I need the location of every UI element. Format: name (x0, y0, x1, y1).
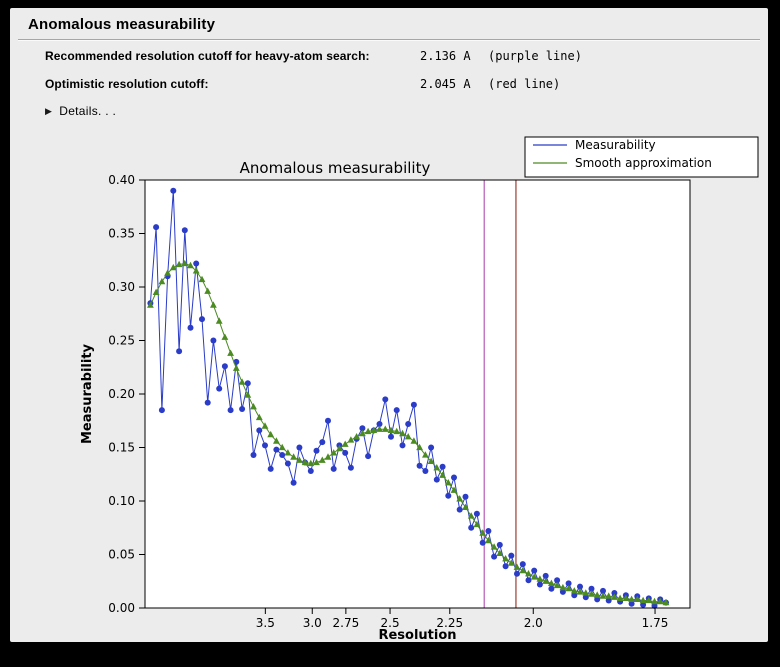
series-smooth-approximation (147, 259, 670, 606)
measurability-chart: 0.000.050.100.150.200.250.300.350.403.5 3… (80, 136, 759, 642)
y-tick-label: 0.25 (108, 334, 135, 348)
y-tick-label: 0.05 (108, 548, 135, 562)
plot-background (145, 180, 690, 608)
x-tick-label: 3.5 (256, 616, 275, 630)
y-tick-label: 0.15 (108, 441, 135, 455)
info-label: Recommended resolution cutoff for heavy-… (45, 49, 370, 63)
y-tick-label: 0.10 (108, 494, 135, 508)
y-axis-ticks: 0.00 0.05 0.10 0.15 0.20 0.25 0.30 0.35 0.40 (108, 173, 145, 615)
x-tick-label: 1.75 (642, 616, 669, 630)
info-note: (purple line) (488, 49, 582, 63)
y-tick-label: 0.40 (108, 173, 135, 187)
details-disclosure[interactable]: ▶ Details. . . (45, 104, 116, 118)
y-tick-label: 0.00 (108, 601, 135, 615)
x-tick-label: 3.0 (303, 616, 322, 630)
y-tick-label: 0.20 (108, 387, 135, 401)
window-panel: Anomalous measurability Recommended reso… (10, 8, 768, 642)
series-measurability (147, 187, 669, 609)
info-value: 2.136 A (420, 49, 471, 63)
x-tick-label: 2.25 (436, 616, 463, 630)
disclosure-triangle-icon: ▶ (45, 106, 53, 116)
chart-legend: Measurability Smooth approximation (524, 136, 759, 178)
header-divider (18, 39, 760, 41)
legend-label-measurability: Measurability (575, 138, 656, 152)
info-row-recommended-cutoff: Recommended resolution cutoff for heavy-… (45, 49, 760, 65)
y-tick-label: 0.35 (108, 227, 135, 241)
y-tick-label: 0.30 (108, 280, 135, 294)
x-tick-label: 2.75 (333, 616, 360, 630)
x-axis-ticks: 3.5 3.0 2.75 2.5 2.25 2.0 1.75 (256, 608, 669, 630)
legend-label-smooth-approximation: Smooth approximation (575, 156, 712, 170)
panel-title: Anomalous measurability (28, 16, 216, 33)
x-tick-label: 2.0 (524, 616, 543, 630)
y-axis-label: Measurability (80, 343, 95, 444)
info-note: (red line) (488, 77, 561, 91)
chart-title: Anomalous measurability (240, 159, 431, 177)
info-value: 2.045 A (420, 77, 471, 91)
details-label: Details. . . (59, 104, 117, 118)
x-tick-label: 2.5 (381, 616, 400, 630)
info-row-optimistic-cutoff: Optimistic resolution cutoff: 2.045 A (r… (45, 77, 760, 93)
info-label: Optimistic resolution cutoff: (45, 77, 209, 91)
x-axis-label: Resolution (378, 628, 456, 642)
